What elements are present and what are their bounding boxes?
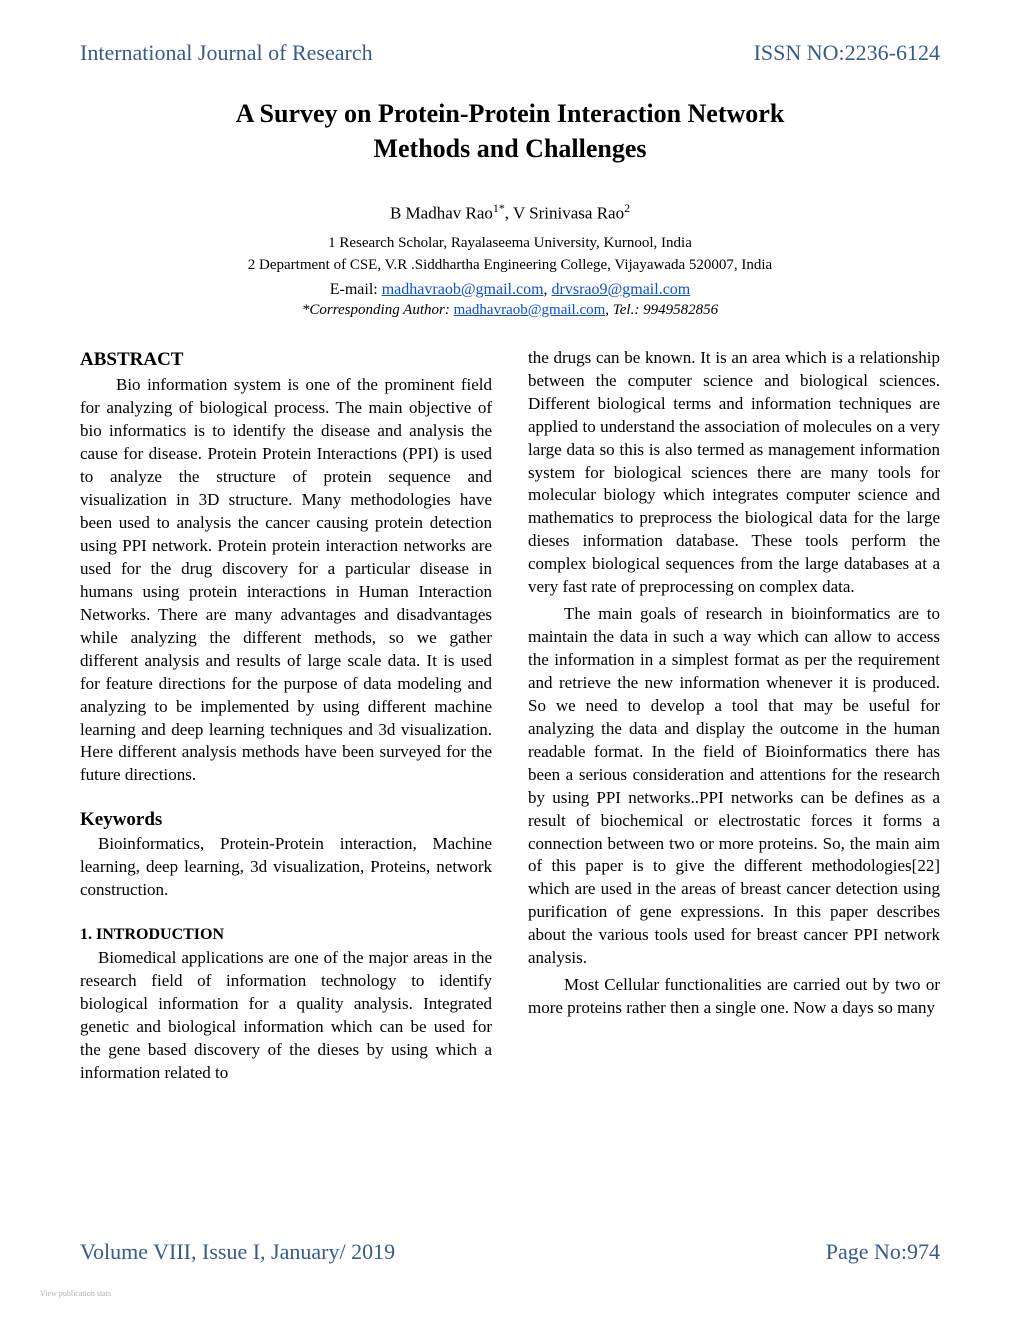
paper-title-block: A Survey on Protein-Protein Interaction … bbox=[80, 96, 940, 166]
left-column: ABSTRACT Bio information system is one o… bbox=[80, 347, 492, 1085]
page-footer: Volume VIII, Issue I, January/ 2019 Page… bbox=[80, 1239, 940, 1265]
authors-line: B Madhav Rao1*, V Srinivasa Rao2 bbox=[80, 201, 940, 224]
footer-page-number: Page No:974 bbox=[826, 1239, 940, 1265]
issn-number: ISSN NO:2236-6124 bbox=[754, 40, 940, 66]
journal-name: International Journal of Research bbox=[80, 40, 373, 66]
abstract-text: Bio information system is one of the pro… bbox=[80, 374, 492, 787]
corresponding-tel: , Tel.: 9949582856 bbox=[605, 302, 718, 318]
author1-sup: 1* bbox=[493, 201, 505, 215]
paper-title-line2: Methods and Challenges bbox=[80, 131, 940, 166]
right-column: the drugs can be known. It is an area wh… bbox=[528, 347, 940, 1085]
right-paragraph-3: Most Cellular functionalities are carrie… bbox=[528, 974, 940, 1020]
keywords-heading: Keywords bbox=[80, 807, 492, 833]
email-line: E-mail: madhavraob@gmail.com, drvsrao9@g… bbox=[80, 281, 940, 299]
two-column-body: ABSTRACT Bio information system is one o… bbox=[80, 347, 940, 1085]
keywords-text: Bioinformatics, Protein-Protein interact… bbox=[80, 833, 492, 902]
abstract-heading: ABSTRACT bbox=[80, 347, 492, 373]
page-header: International Journal of Research ISSN N… bbox=[80, 40, 940, 66]
affiliation-1: 1 Research Scholar, Rayalaseema Universi… bbox=[80, 232, 940, 255]
email-link-1[interactable]: madhavraob@gmail.com bbox=[382, 281, 544, 298]
right-paragraph-1: the drugs can be known. It is an area wh… bbox=[528, 347, 940, 599]
view-publication-stats[interactable]: View publication stats bbox=[40, 1289, 111, 1298]
corresponding-email-link[interactable]: madhavraob@gmail.com bbox=[454, 302, 606, 318]
introduction-heading: 1. INTRODUCTION bbox=[80, 924, 492, 946]
author2-sup: 2 bbox=[624, 201, 630, 215]
email-separator: , bbox=[544, 281, 552, 298]
email-link-2[interactable]: drvsrao9@gmail.com bbox=[552, 281, 691, 298]
footer-volume-issue: Volume VIII, Issue I, January/ 2019 bbox=[80, 1239, 395, 1265]
corresponding-label: *Corresponding Author: bbox=[302, 302, 454, 318]
author1-name: B Madhav Rao bbox=[390, 204, 493, 223]
corresponding-author: *Corresponding Author: madhavraob@gmail.… bbox=[80, 302, 940, 319]
paper-title-line1: A Survey on Protein-Protein Interaction … bbox=[80, 96, 940, 131]
email-label: E-mail: bbox=[330, 281, 382, 298]
affiliation-2: 2 Department of CSE, V.R .Siddhartha Eng… bbox=[80, 254, 940, 277]
author2-name: , V Srinivasa Rao bbox=[505, 204, 624, 223]
right-paragraph-2: The main goals of research in bioinforma… bbox=[528, 603, 940, 970]
introduction-text: Biomedical applications are one of the m… bbox=[80, 947, 492, 1085]
